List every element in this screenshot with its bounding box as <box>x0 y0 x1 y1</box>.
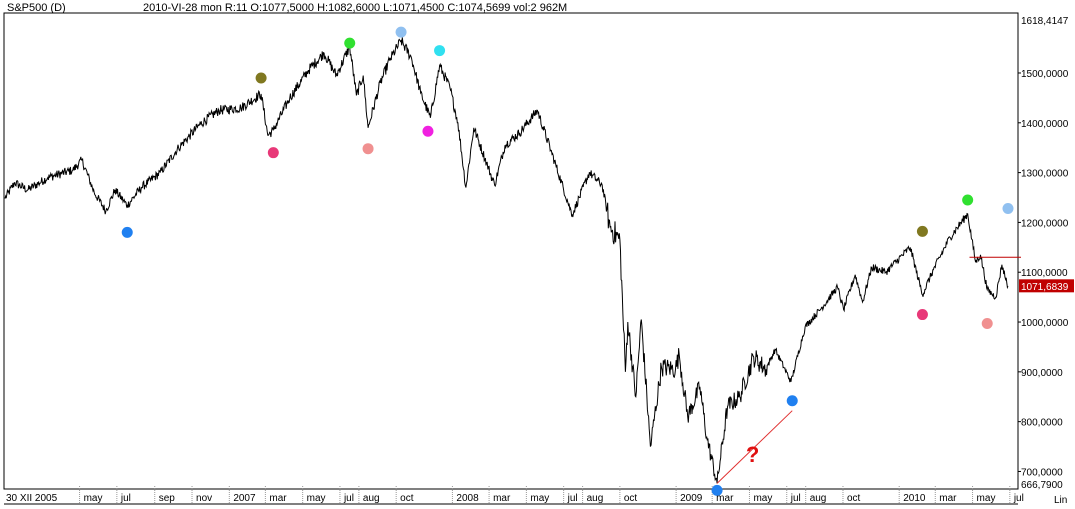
swing-markers <box>121 26 1014 496</box>
y-max-label: 1618,4147 <box>1021 16 1069 27</box>
swing-marker-1 <box>255 72 267 84</box>
x-tick-label-20: jul <box>790 493 801 504</box>
price-line <box>4 37 1009 484</box>
x-tick-label-16: oct <box>624 493 638 504</box>
swing-marker-9 <box>786 395 798 407</box>
x-tick-label-9: aug <box>363 493 380 504</box>
x-tick-label-0: 30 XII 2005 <box>6 493 58 504</box>
swing-marker-10 <box>916 225 928 237</box>
x-tick-label-3: sep <box>159 493 176 504</box>
y-tick-label-4: 1100,0000 <box>1021 268 1068 279</box>
x-tick-label-19: may <box>753 493 772 504</box>
last-price-label: 1071,6839 <box>1021 282 1069 293</box>
y-tick-label-7: 1400,0000 <box>1021 119 1069 130</box>
y-tick-label-5: 1200,0000 <box>1021 218 1069 229</box>
x-tick-label-13: may <box>530 493 549 504</box>
x-tick-label-26: jul <box>1013 493 1024 504</box>
swing-marker-12 <box>962 194 974 206</box>
x-tick-label-15: aug <box>587 493 604 504</box>
grid-lines <box>79 486 1011 503</box>
swing-marker-13 <box>981 318 993 330</box>
x-tick-label-25: may <box>977 493 996 504</box>
y-min-label: 666,7900 <box>1021 480 1063 491</box>
scale-mode-button[interactable]: Lin <box>1054 495 1067 506</box>
ohlc-info: 2010-VI-28 mon R:11 O:1077,5000 H:1082,6… <box>143 2 567 14</box>
question-mark-annotation: ? <box>746 442 759 467</box>
swing-marker-14 <box>1002 202 1014 214</box>
plot-area <box>3 12 1019 490</box>
swing-marker-3 <box>344 37 356 49</box>
x-tick-label-7: may <box>307 493 326 504</box>
x-tick-label-17: 2009 <box>680 493 703 504</box>
y-tick-label-1: 800,0000 <box>1021 418 1063 429</box>
symbol-label: S&P500 (D) <box>7 2 66 14</box>
y-tick-label-8: 1500,0000 <box>1021 69 1069 80</box>
swing-marker-8 <box>711 484 723 496</box>
y-tick-label-0: 700,0000 <box>1021 467 1063 478</box>
x-tick-label-10: oct <box>400 493 414 504</box>
y-axis: 700,0000 800,0000 900,0000 1000,0000 1100,00… <box>1018 16 1074 491</box>
swing-marker-2 <box>267 147 279 159</box>
swing-marker-0 <box>121 226 133 238</box>
x-tick-label-6: mar <box>269 493 287 504</box>
x-tick-label-4: nov <box>196 493 212 504</box>
x-tick-label-23: 2010 <box>903 493 926 504</box>
x-tick-label-21: aug <box>810 493 827 504</box>
swing-marker-7 <box>434 45 446 57</box>
x-tick-label-24: mar <box>939 493 957 504</box>
y-tick-label-2: 900,0000 <box>1021 368 1063 379</box>
x-tick-label-14: jul <box>567 493 578 504</box>
annotation-trend-line <box>716 410 793 484</box>
x-tick-label-11: 2008 <box>456 493 479 504</box>
y-tick-label-6: 1300,0000 <box>1021 169 1069 180</box>
y-tick-label-3: 1000,0000 <box>1021 318 1069 329</box>
swing-marker-4 <box>362 143 374 155</box>
x-axis: 30 XII 2005 may jul sep nov 2007 mar may jul aug o… <box>4 493 1024 505</box>
x-tick-label-1: may <box>84 493 103 504</box>
swing-marker-6 <box>422 125 434 137</box>
price-series <box>4 37 1009 484</box>
x-tick-label-5: 2007 <box>233 493 256 504</box>
overlays <box>716 256 1021 484</box>
x-tick-label-12: mar <box>493 493 511 504</box>
last-price-badge <box>1019 279 1074 293</box>
x-tick-label-18: mar <box>716 493 734 504</box>
swing-marker-5 <box>395 26 407 38</box>
x-tick-label-22: oct <box>847 493 861 504</box>
x-tick-label-2: jul <box>120 493 131 504</box>
swing-marker-11 <box>916 309 928 321</box>
x-tick-label-8: jul <box>343 493 354 504</box>
